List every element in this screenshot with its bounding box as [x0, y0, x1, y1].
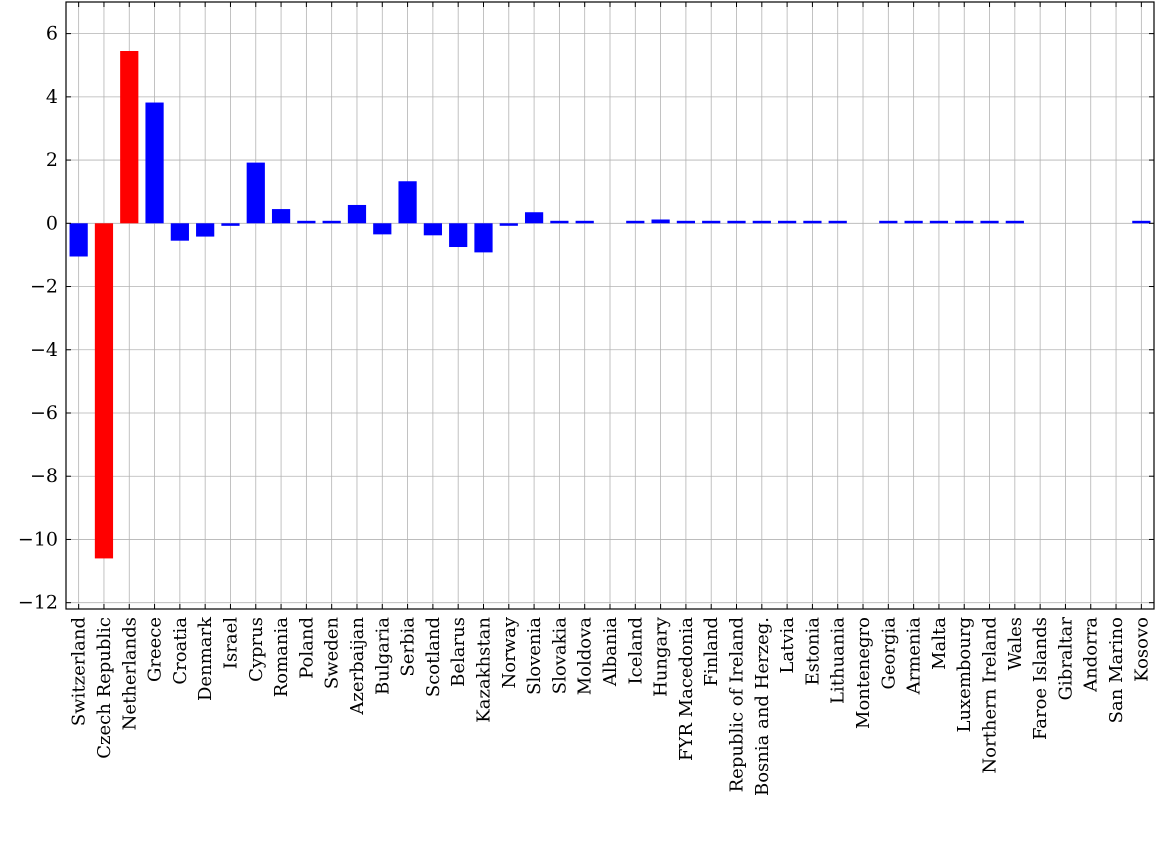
y-tick-label: −6 — [30, 402, 58, 424]
x-tick-label: Malta — [929, 617, 950, 670]
bar-belarus — [449, 223, 468, 248]
bar-moldova — [575, 220, 594, 224]
bar-azerbaijan — [347, 204, 367, 224]
bar-fyr-macedonia — [676, 220, 696, 224]
x-tick-label: Slovenia — [524, 617, 545, 695]
bar-estonia — [803, 220, 822, 224]
x-tick-label: Czech Republic — [94, 617, 115, 759]
bar-bulgaria — [373, 223, 392, 235]
bar-slovakia — [550, 220, 569, 224]
x-tick-label: Romania — [271, 617, 292, 698]
bar-kosovo — [1132, 220, 1151, 224]
x-tick-label: Iceland — [625, 617, 646, 684]
x-tick-label: Slovakia — [549, 617, 570, 694]
x-tick-label: San Marino — [1106, 617, 1127, 723]
y-tick-label: 0 — [46, 212, 58, 234]
x-tick-label: Northern Ireland — [980, 617, 1001, 774]
x-tick-label: Kosovo — [1131, 617, 1152, 682]
bar-czech-republic — [94, 223, 114, 559]
x-tick-label: Wales — [1005, 617, 1026, 670]
x-tick-label: Georgia — [878, 617, 899, 690]
bar-israel — [221, 223, 240, 226]
bar-poland — [297, 220, 316, 224]
bar-netherlands — [120, 51, 139, 224]
grid — [66, 2, 1154, 609]
x-tick-label: Scotland — [423, 617, 444, 697]
bar-denmark — [196, 223, 215, 237]
bar-scotland — [423, 223, 442, 236]
x-tick-label: Cyprus — [246, 617, 267, 682]
x-tick-label: Bosnia and Herzeg. — [752, 617, 773, 796]
x-tick-label: Republic of Ireland — [727, 617, 748, 792]
bar-bosnia-and-herzeg- — [752, 220, 771, 224]
x-tick-label: Croatia — [170, 617, 191, 685]
x-tick-label: Greece — [145, 617, 166, 682]
bar-kazakhstan — [474, 223, 493, 253]
x-tick-label: Switzerland — [69, 617, 90, 726]
y-tick-label: 6 — [46, 23, 58, 45]
bar-romania — [271, 209, 291, 224]
x-tick-label: Kazakhstan — [473, 617, 494, 723]
bar-luxembourg — [955, 220, 974, 224]
bar-georgia — [879, 220, 898, 224]
x-tick-label: Andorra — [1081, 617, 1102, 693]
bar-switzerland — [69, 223, 88, 257]
y-tick-label: −12 — [18, 592, 58, 614]
x-tick-label: Poland — [296, 617, 317, 679]
y-tick-label: −2 — [30, 276, 58, 298]
bar-lithuania — [828, 220, 847, 224]
bar-wales — [1005, 220, 1024, 224]
x-tick-label: Israel — [220, 617, 241, 669]
x-tick-label: Finland — [701, 617, 722, 686]
x-axis: Switzerland Czech Republic Netherlands Gree… — [69, 2, 1152, 796]
y-axis: 6 4 2 0 −2 −4 −6 −8 −10 −12 — [18, 23, 1154, 614]
x-tick-label: Gibraltar — [1055, 617, 1076, 701]
bar-sweden — [322, 220, 341, 224]
y-tick-label: 4 — [46, 86, 58, 108]
bar-armenia — [904, 220, 923, 224]
x-tick-label: Belarus — [448, 617, 469, 687]
x-tick-label: Lithuania — [828, 617, 849, 704]
bar-serbia — [398, 181, 417, 224]
x-tick-label: Montenegro — [853, 617, 874, 729]
x-tick-label: Azerbaijan — [347, 617, 368, 716]
y-tick-label: −10 — [18, 528, 58, 550]
x-tick-label: Denmark — [195, 616, 216, 701]
x-tick-label: Albania — [600, 617, 621, 687]
bar-croatia — [170, 223, 189, 241]
bar-northern-ireland — [980, 220, 999, 224]
x-tick-label: Netherlands — [119, 617, 140, 730]
x-tick-label: Latvia — [777, 617, 798, 674]
bar-malta — [929, 220, 949, 224]
bar-slovenia — [524, 212, 544, 224]
x-tick-label: Armenia — [904, 617, 925, 696]
bar-republic-of-ireland — [727, 220, 746, 224]
x-tick-label: Norway — [499, 616, 520, 688]
y-tick-label: −4 — [30, 339, 58, 361]
x-tick-label: Faroe Islands — [1030, 617, 1051, 740]
bar-norway — [499, 223, 518, 226]
x-tick-label: Luxembourg — [954, 617, 975, 733]
y-tick-label: 2 — [46, 149, 58, 171]
x-tick-label: Bulgaria — [372, 617, 393, 695]
bar-iceland — [626, 220, 645, 224]
x-tick-label: Moldova — [575, 617, 596, 696]
bar-cyprus — [246, 162, 265, 224]
bar-greece — [145, 102, 164, 224]
bar-finland — [702, 220, 721, 224]
x-tick-label: Estonia — [802, 617, 823, 686]
x-tick-label: FYR Macedonia — [676, 617, 697, 761]
y-tick-label: −8 — [30, 465, 58, 487]
x-tick-label: Serbia — [398, 617, 419, 677]
bar-latvia — [778, 220, 797, 224]
x-tick-label: Sweden — [322, 617, 343, 690]
x-tick-label: Hungary — [651, 616, 672, 697]
bars — [69, 51, 1151, 559]
bar-hungary — [651, 219, 670, 224]
